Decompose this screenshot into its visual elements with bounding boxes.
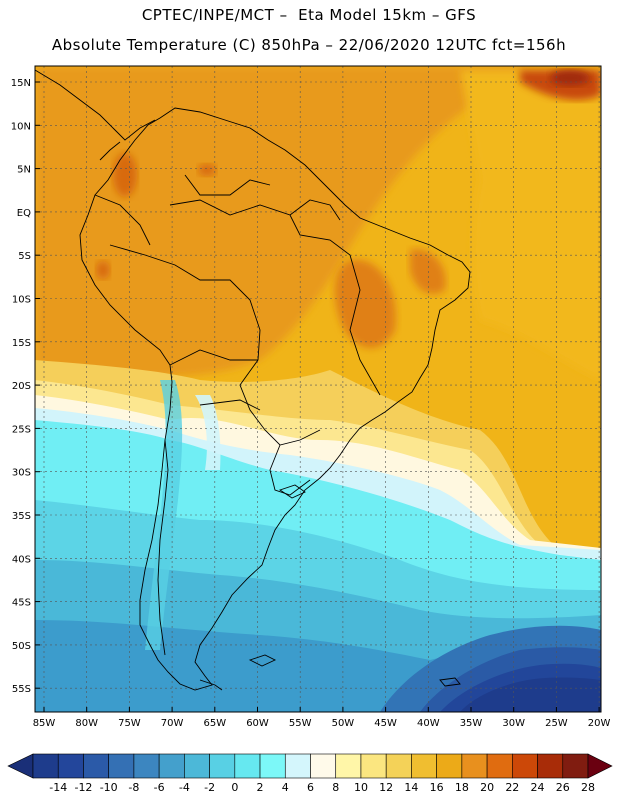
colorbar-tick-label: -12 (74, 781, 92, 794)
lat-label: 5S (18, 251, 31, 262)
lat-lon-grid (35, 66, 601, 712)
colorbar-segment (259, 753, 286, 779)
latitude-labels: 15N 10N 5N EQ 5S 10S 15S 20S 25S 30S 35S 40S 45S 50S 5… (11, 78, 40, 695)
colorbar-segment (133, 753, 160, 779)
colorbar-tick-label: 28 (581, 781, 595, 794)
lat-label: 10N (11, 121, 31, 132)
lon-label: 40W (417, 718, 440, 729)
colorbar-tick-label: -2 (204, 781, 215, 794)
colorbar-segment (562, 753, 589, 779)
lat-label: 10S (12, 295, 31, 306)
colorbar-segment (83, 753, 109, 779)
colorbar-segment (385, 753, 412, 779)
colorbar-right-arrow (587, 753, 613, 779)
colorbar-tick-label: 12 (379, 781, 393, 794)
colorbar-segment (461, 753, 488, 779)
lon-label: 45W (374, 718, 397, 729)
colorbar-tick-label: 20 (480, 781, 494, 794)
lat-label: 25S (12, 424, 31, 435)
colorbar-left-arrow (7, 753, 34, 779)
lat-label: 45S (12, 598, 31, 609)
colorbar-tick-label: -10 (100, 781, 118, 794)
lat-label: 55S (12, 684, 31, 695)
lon-label: 75W (118, 718, 141, 729)
colorbar-segment (411, 753, 437, 779)
colorbar-segment (57, 753, 84, 779)
lat-label: 20S (12, 381, 31, 392)
title-line-2: Absolute Temperature (C) 850hPa – 22/06/… (51, 36, 567, 54)
colorbar-tick-label: 26 (556, 781, 570, 794)
lon-label: 50W (332, 718, 355, 729)
colorbar-tick-label: 14 (404, 781, 418, 794)
colorbar-segment (234, 753, 261, 779)
lat-label: 5N (17, 165, 31, 176)
lon-label: 20W (588, 718, 611, 729)
colorbar-tick-label: 24 (531, 781, 545, 794)
title-line-1: CPTEC/INPE/MCT – Eta Model 15km – GFS (141, 6, 477, 24)
colorbar-segment (209, 753, 236, 779)
colorbar-tick-label: 18 (455, 781, 469, 794)
colorbar-tick-label: 2 (257, 781, 264, 794)
lon-label: 85W (33, 718, 56, 729)
lon-label: 35W (460, 718, 483, 729)
colorbar-segment (512, 753, 538, 779)
lat-label: 50S (12, 641, 31, 652)
colorbar-segment (310, 753, 337, 779)
colorbar-tick-label: -4 (179, 781, 190, 794)
colorbar-tick-label: 6 (307, 781, 314, 794)
lat-label: 40S (12, 554, 31, 565)
lat-label: 15S (12, 338, 31, 349)
colorbar-segment (335, 753, 362, 779)
colorbar-segment (284, 753, 311, 779)
colorbar-tick-label: -8 (128, 781, 139, 794)
colorbar-tick-label: -6 (154, 781, 165, 794)
colorbar-tick-label: -14 (49, 781, 67, 794)
lat-label: 35S (12, 511, 31, 522)
lat-label: 30S (12, 468, 31, 479)
colorbar-segment (436, 753, 463, 779)
coastlines (34, 69, 471, 691)
colorbar-tick-label: 22 (505, 781, 519, 794)
lon-label: 55W (289, 718, 312, 729)
lon-label: 70W (161, 718, 184, 729)
lon-label: 65W (203, 718, 226, 729)
temperature-field (35, 66, 601, 712)
colorbar-segment (108, 753, 135, 779)
lon-label: 80W (75, 718, 98, 729)
lat-label: 15N (11, 78, 31, 89)
colorbar-tick-label: 0 (231, 781, 238, 794)
longitude-labels: 85W 80W 75W 70W 65W 60W 55W 50W 45W 40W 35W 30W 25W 2… (33, 707, 611, 729)
colorbar-segment (32, 753, 59, 779)
colorbar-segment (184, 753, 210, 779)
colorbar-segment (537, 753, 564, 779)
colorbar-segment (158, 753, 185, 779)
colorbar-tick-label: 8 (332, 781, 339, 794)
colorbar-tick-label: 16 (430, 781, 444, 794)
map-frame (34, 65, 602, 713)
lat-label: EQ (17, 208, 31, 219)
lon-label: 30W (502, 718, 525, 729)
lon-label: 60W (246, 718, 269, 729)
colorbar-segment (486, 753, 513, 779)
colorbar-tick-label: 4 (282, 781, 289, 794)
colorbar-tick-label: 10 (354, 781, 368, 794)
lon-label: 25W (545, 718, 568, 729)
colorbar: -14 -12 -10 -8 -6 -4 -2 0 2 4 6 8 10 12 14 16 18 20 22 24 26… (7, 753, 613, 794)
colorbar-segment (360, 753, 387, 779)
